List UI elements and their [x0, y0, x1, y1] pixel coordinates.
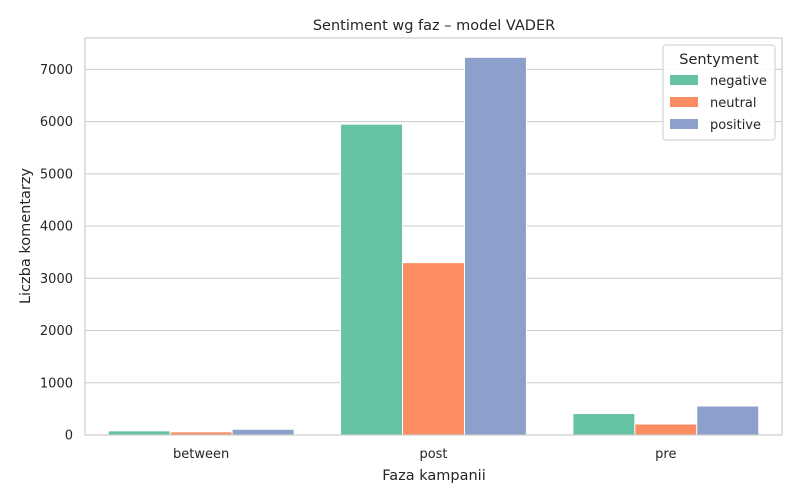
legend-title: Sentyment	[679, 52, 759, 68]
bar-neutral-pre	[634, 423, 698, 436]
legend-label-negative: negative	[710, 74, 767, 89]
bar-neutral-post	[402, 262, 465, 436]
x-tick-label: post	[419, 447, 447, 462]
y-tick-label: 7000	[40, 63, 73, 78]
chart-title: Sentiment wg faz – model VADER	[313, 18, 555, 34]
plot-frame	[84, 37, 783, 436]
bar-positive-pre	[696, 405, 760, 436]
bars	[107, 56, 760, 436]
bar-negative-pre	[572, 413, 636, 436]
x-tick-label: between	[173, 447, 229, 462]
bar-positive-between	[231, 428, 295, 436]
legend-label-neutral: neutral	[710, 96, 757, 111]
legend-label-positive: positive	[710, 118, 761, 133]
legend: Sentyment negative neutral positive	[662, 44, 776, 141]
y-tick-label: 4000	[40, 220, 73, 235]
legend-swatch-negative	[670, 75, 698, 85]
y-axis-label: Liczba komentarzy	[18, 168, 34, 305]
bar-positive-post	[463, 56, 527, 436]
y-tick-label: 1000	[40, 376, 73, 391]
legend-swatch-positive	[670, 119, 698, 129]
y-tick-label: 5000	[40, 167, 73, 182]
x-tick-label: pre	[655, 447, 676, 462]
y-tick-label: 6000	[40, 115, 73, 130]
bar-negative-post	[340, 123, 404, 436]
y-tick-label: 2000	[40, 324, 73, 339]
x-axis-label: Faza kampanii	[382, 468, 486, 484]
y-tick-label: 0	[65, 429, 73, 444]
bar-negative-between	[107, 430, 171, 436]
x-axis-ticks: between post pre	[173, 447, 676, 462]
legend-swatch-neutral	[670, 97, 698, 107]
legend-box	[662, 44, 776, 141]
y-tick-label: 3000	[40, 272, 73, 287]
y-axis-ticks: 0 1000 2000 3000 4000 5000 6000 7000	[40, 63, 73, 444]
